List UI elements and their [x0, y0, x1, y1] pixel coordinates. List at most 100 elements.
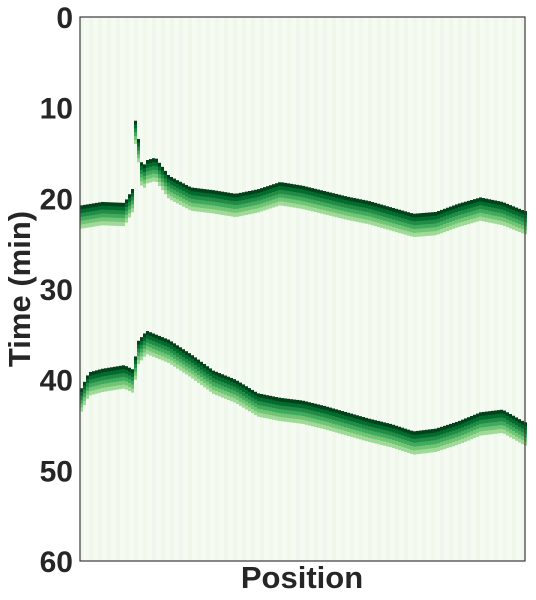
heatmap-cell [254, 197, 257, 202]
background-stripe [323, 17, 327, 561]
heatmap-cell [296, 200, 299, 205]
heatmap-cell [353, 213, 356, 218]
heatmap-cell [98, 381, 101, 386]
heatmap-cell [191, 370, 194, 375]
background-stripe [224, 17, 228, 561]
heatmap-cell [131, 208, 134, 213]
heatmap-cell [338, 410, 341, 415]
heatmap-cell [110, 213, 113, 218]
heatmap-cell [173, 178, 176, 183]
heatmap-cell [251, 201, 254, 207]
heatmap-cell [365, 215, 368, 220]
heatmap-cell [137, 356, 140, 361]
heatmap-cell [416, 224, 419, 230]
y-tick-label: 60 [40, 546, 73, 579]
heatmap-cell [278, 401, 281, 406]
background-stripe [395, 17, 399, 561]
heatmap-cell [410, 232, 413, 237]
heatmap-cell [491, 430, 494, 435]
heatmap-cell [110, 206, 113, 211]
heatmap-cell [185, 196, 188, 201]
heatmap-cell [446, 432, 449, 437]
heatmap-cell [305, 186, 308, 191]
background-stripe [422, 17, 426, 561]
heatmap-cell [503, 206, 506, 211]
heatmap-cell [83, 208, 86, 213]
heatmap-cell [464, 213, 467, 218]
heatmap-cell [296, 403, 299, 408]
heatmap-cell [344, 427, 347, 432]
heatmap-cell [428, 440, 431, 446]
heatmap-cell [440, 434, 443, 439]
heatmap-cell [194, 357, 197, 362]
heatmap-cell [323, 409, 326, 414]
heatmap-cell [113, 366, 116, 371]
heatmap-cell [326, 195, 329, 200]
heatmap-cell [170, 360, 173, 365]
heatmap-cell [509, 220, 512, 225]
heatmap-cell [338, 198, 341, 203]
heatmap-cell [137, 146, 140, 151]
heatmap-cell [395, 429, 398, 434]
heatmap-cell [233, 398, 236, 403]
heatmap-cell [515, 436, 518, 441]
heatmap-cell [383, 430, 386, 435]
heatmap-cell [470, 215, 473, 220]
heatmap-cell [92, 207, 95, 212]
heatmap-cell [422, 228, 425, 233]
heatmap-cell [275, 404, 278, 409]
heatmap-cell [233, 193, 236, 198]
heatmap-cell [347, 420, 350, 425]
heatmap-cell [332, 197, 335, 202]
heatmap-cell [293, 188, 296, 193]
heatmap-cell [209, 189, 212, 194]
heatmap-cell [353, 209, 356, 214]
heatmap-cell [437, 435, 440, 440]
heatmap-cell [425, 212, 428, 217]
heatmap-cell [413, 435, 416, 440]
heatmap-cell [311, 191, 314, 197]
heatmap-cell [101, 205, 104, 210]
heatmap-cell [374, 420, 377, 425]
heatmap-cell [119, 365, 122, 370]
heatmap-cell [371, 209, 374, 214]
heatmap-cell [377, 215, 380, 220]
heatmap-cell [290, 403, 293, 408]
heatmap-cell [164, 190, 167, 195]
heatmap-cell [263, 190, 266, 196]
heatmap-cell [419, 224, 422, 229]
heatmap-cell [428, 429, 431, 434]
heatmap-cell [191, 202, 194, 208]
heatmap-cell [284, 409, 287, 415]
heatmap-cell [416, 228, 419, 233]
heatmap-cell [221, 206, 224, 212]
heatmap-cell [317, 193, 320, 198]
heatmap-cell [326, 406, 329, 411]
heatmap-cell [392, 436, 395, 441]
heatmap-cell [281, 405, 284, 410]
heatmap-cell [314, 204, 317, 209]
heatmap-cell [185, 370, 188, 375]
heatmap-cell [314, 188, 317, 193]
heatmap-cell [185, 200, 188, 205]
heatmap-cell [476, 205, 479, 211]
heatmap-cell [98, 384, 101, 390]
heatmap-cell [203, 208, 206, 213]
heatmap-cell [386, 213, 389, 219]
heatmap-cell [305, 201, 308, 207]
heatmap-cell [383, 426, 386, 431]
heatmap-cell [464, 433, 467, 438]
heatmap-cell [416, 446, 419, 451]
heatmap-cell [515, 207, 518, 212]
heatmap-cell [203, 383, 206, 388]
heatmap-cell [329, 211, 332, 216]
heatmap-cell [341, 195, 344, 200]
heatmap-cell [281, 417, 284, 422]
heatmap-cell [356, 426, 359, 431]
heatmap-cell [428, 212, 431, 217]
heatmap-cell [437, 431, 440, 436]
heatmap-cell [203, 375, 206, 380]
heatmap-cell [458, 436, 461, 441]
heatmap-cell [110, 374, 113, 380]
heatmap-cell [434, 432, 437, 437]
